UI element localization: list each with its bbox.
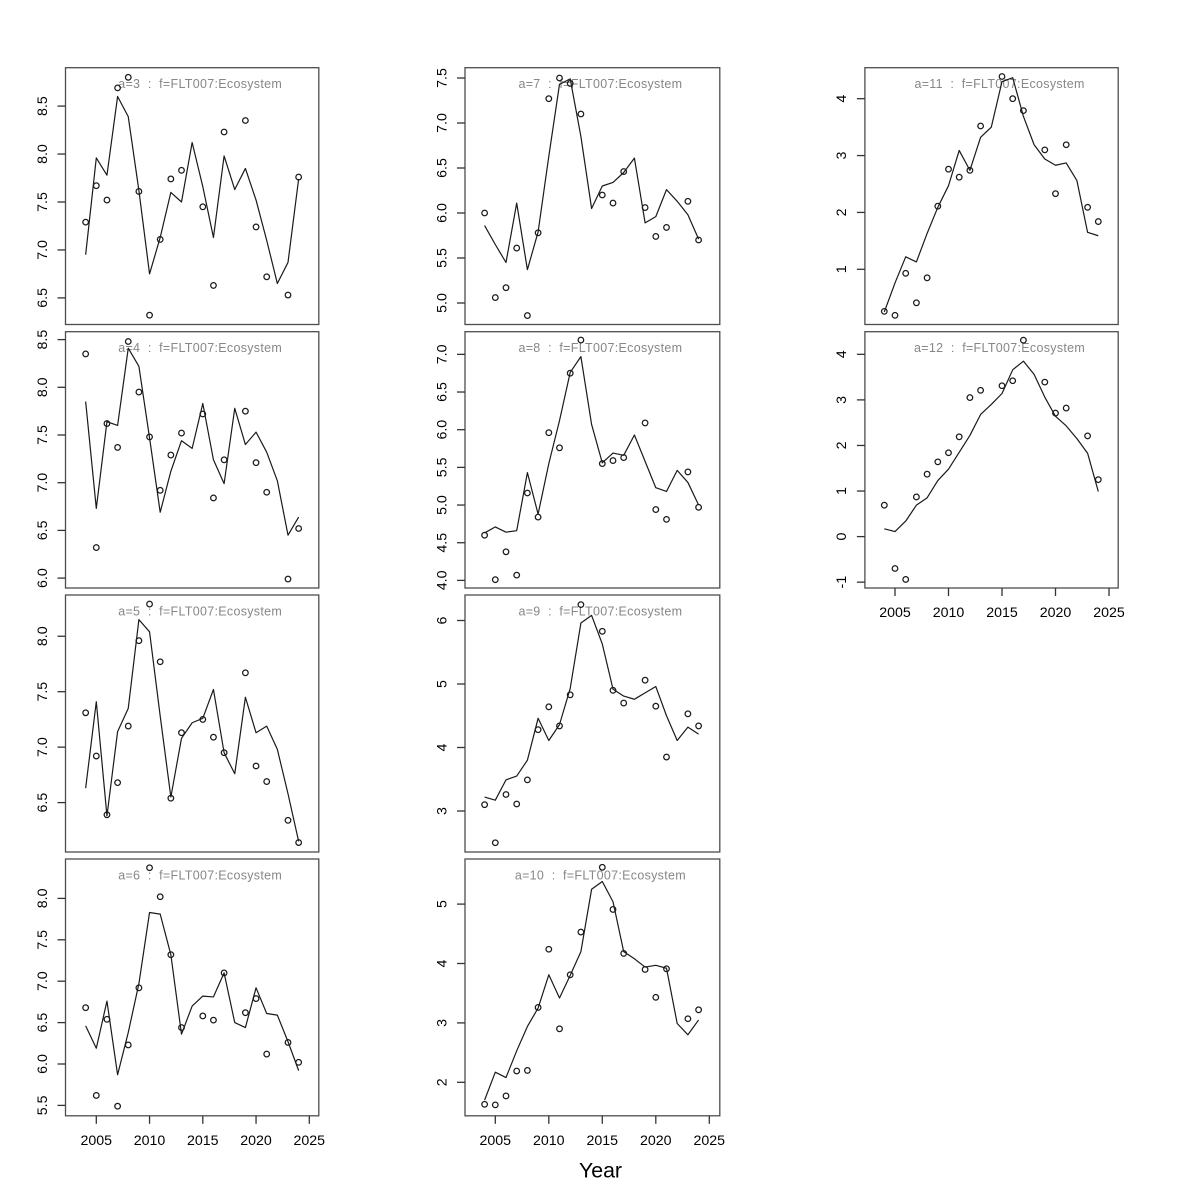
svg-text:2005: 2005: [879, 605, 911, 621]
svg-text:a=10 : f=FLT007:Ecosystem: a=10 : f=FLT007:Ecosystem: [515, 868, 686, 882]
svg-text:5: 5: [434, 680, 450, 688]
svg-text:6.0: 6.0: [35, 568, 51, 588]
svg-text:4.5: 4.5: [434, 533, 450, 553]
svg-text:3: 3: [834, 152, 850, 160]
svg-text:2015: 2015: [986, 605, 1018, 621]
svg-text:7.5: 7.5: [434, 68, 450, 88]
svg-text:4: 4: [834, 350, 850, 358]
svg-text:2020: 2020: [1040, 605, 1072, 621]
svg-text:7.0: 7.0: [35, 737, 51, 757]
svg-text:2: 2: [834, 208, 850, 216]
svg-text:5: 5: [434, 900, 450, 908]
svg-text:1: 1: [834, 487, 850, 495]
svg-text:6.5: 6.5: [35, 1013, 51, 1033]
svg-text:8.0: 8.0: [35, 144, 51, 164]
svg-text:2020: 2020: [640, 1133, 672, 1149]
svg-text:6.5: 6.5: [35, 793, 51, 813]
svg-text:a=8 : f=FLT007:Ecosystem: a=8 : f=FLT007:Ecosystem: [518, 341, 682, 355]
svg-text:7.0: 7.0: [35, 240, 51, 260]
svg-text:2: 2: [434, 1078, 450, 1086]
svg-text:2015: 2015: [587, 1133, 619, 1149]
svg-text:a=9 : f=FLT007:Ecosystem: a=9 : f=FLT007:Ecosystem: [518, 604, 682, 618]
svg-text:6.0: 6.0: [35, 1054, 51, 1074]
svg-text:6.0: 6.0: [434, 203, 450, 223]
svg-text:Year: Year: [579, 1159, 622, 1183]
svg-text:a=12 : f=FLT007:Ecosystem: a=12 : f=FLT007:Ecosystem: [914, 341, 1085, 355]
svg-text:2005: 2005: [480, 1133, 512, 1149]
svg-text:2005: 2005: [81, 1133, 113, 1149]
svg-text:5.5: 5.5: [35, 1095, 51, 1115]
svg-text:6.5: 6.5: [434, 382, 450, 402]
svg-text:8.5: 8.5: [35, 96, 51, 116]
svg-text:3: 3: [434, 1019, 450, 1027]
svg-text:7.0: 7.0: [35, 473, 51, 493]
svg-text:3: 3: [434, 807, 450, 815]
svg-text:7.5: 7.5: [35, 682, 51, 702]
svg-text:2010: 2010: [933, 605, 965, 621]
svg-text:2025: 2025: [694, 1133, 726, 1149]
svg-text:6: 6: [434, 616, 450, 624]
svg-text:8.5: 8.5: [35, 330, 51, 350]
svg-text:2010: 2010: [533, 1133, 565, 1149]
svg-text:4: 4: [834, 95, 850, 103]
svg-text:7.0: 7.0: [434, 344, 450, 364]
svg-text:5.0: 5.0: [434, 495, 450, 515]
svg-text:7.5: 7.5: [35, 930, 51, 950]
svg-text:3: 3: [834, 396, 850, 404]
svg-text:7.5: 7.5: [35, 425, 51, 445]
svg-text:8.0: 8.0: [35, 626, 51, 646]
svg-text:a=11 : f=FLT007:Ecosystem: a=11 : f=FLT007:Ecosystem: [914, 77, 1084, 91]
svg-text:a=4 : f=FLT007:Ecosystem: a=4 : f=FLT007:Ecosystem: [118, 341, 282, 355]
svg-text:4: 4: [434, 959, 450, 967]
svg-text:a=5 : f=FLT007:Ecosystem: a=5 : f=FLT007:Ecosystem: [118, 604, 282, 618]
svg-text:6.5: 6.5: [434, 158, 450, 178]
svg-text:4.0: 4.0: [434, 570, 450, 590]
svg-text:a=3 : f=FLT007:Ecosystem: a=3 : f=FLT007:Ecosystem: [118, 77, 282, 91]
svg-text:8.0: 8.0: [35, 377, 51, 397]
svg-text:2020: 2020: [240, 1133, 272, 1149]
svg-text:a=6 : f=FLT007:Ecosystem: a=6 : f=FLT007:Ecosystem: [118, 868, 282, 882]
svg-text:7.0: 7.0: [35, 971, 51, 991]
svg-text:1: 1: [834, 265, 850, 273]
svg-text:6.5: 6.5: [35, 520, 51, 540]
svg-text:2010: 2010: [134, 1133, 166, 1149]
svg-text:0: 0: [834, 533, 850, 541]
svg-text:7.0: 7.0: [434, 113, 450, 133]
svg-text:2025: 2025: [1093, 605, 1125, 621]
svg-text:6.0: 6.0: [434, 420, 450, 440]
svg-text:4: 4: [434, 743, 450, 751]
svg-text:8.0: 8.0: [35, 888, 51, 908]
svg-text:5.0: 5.0: [434, 293, 450, 313]
svg-text:7.5: 7.5: [35, 192, 51, 212]
svg-text:2015: 2015: [187, 1133, 219, 1149]
svg-text:2025: 2025: [294, 1133, 326, 1149]
svg-text:5.5: 5.5: [434, 248, 450, 268]
svg-text:-1: -1: [834, 576, 850, 589]
svg-text:5.5: 5.5: [434, 457, 450, 477]
svg-text:a=7 : f=FLT007:Ecosystem: a=7 : f=FLT007:Ecosystem: [518, 77, 682, 91]
svg-text:2: 2: [834, 441, 850, 449]
svg-text:6.5: 6.5: [35, 288, 51, 308]
